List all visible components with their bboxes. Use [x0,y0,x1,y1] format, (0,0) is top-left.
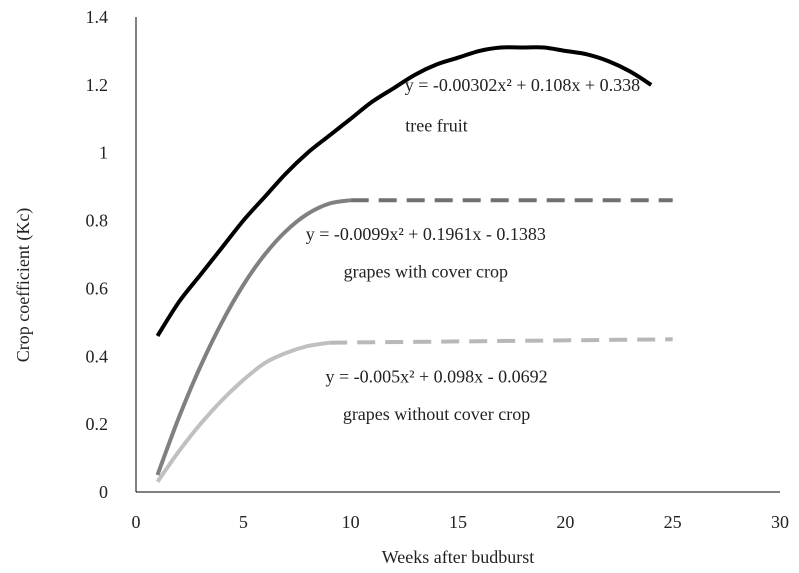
annotation-nocover_eq: y = -0.005x² + 0.098x - 0.0692 [325,367,547,387]
x-axis-title: Weeks after budburst [382,547,535,567]
annotation-tree_eq: y = -0.00302x² + 0.108x + 0.338 [405,75,640,95]
series-line-nocover [155,340,330,483]
x-tick-label: 5 [239,512,248,532]
y-tick-label: 0.4 [86,346,109,366]
y-tick-label: 0.2 [86,414,109,434]
annotation-nocover_name: grapes without cover crop [343,404,530,424]
x-tick-label: 20 [556,512,574,532]
y-tick-label: 0 [99,482,108,502]
y-tick-label: 0.8 [86,211,109,231]
y-tick-label: 1.2 [86,75,109,95]
axes: 0 5 10 15 20 25 30 0 0.2 0.4 0.6 0.8 1 1.2 1.4 [86,7,790,532]
y-tick-label: 0.6 [86,278,109,298]
annotation-cover_name: grapes with cover crop [344,261,508,281]
y-tick-label: 1 [99,143,108,163]
x-tick-label: 10 [342,512,360,532]
series-layer [155,45,673,483]
annotation-cover_eq: y = -0.0099x² + 0.1961x - 0.1383 [306,224,546,244]
y-axis-title: Crop coefficient (Kc) [13,208,34,363]
annotation-tree_name: tree fruit [405,116,467,136]
x-tick-label: 30 [771,512,789,532]
annotations-layer: y = -0.00302x² + 0.108x + 0.338 tree frui… [306,75,640,424]
x-tick-label: 25 [664,512,682,532]
series-line-cover [155,198,352,476]
x-tick-label: 15 [449,512,467,532]
x-tick-label: 0 [132,512,141,532]
series-line-tree [155,45,653,337]
y-tick-label: 1.4 [86,7,109,27]
series-line-nocover_plateau [329,337,673,345]
